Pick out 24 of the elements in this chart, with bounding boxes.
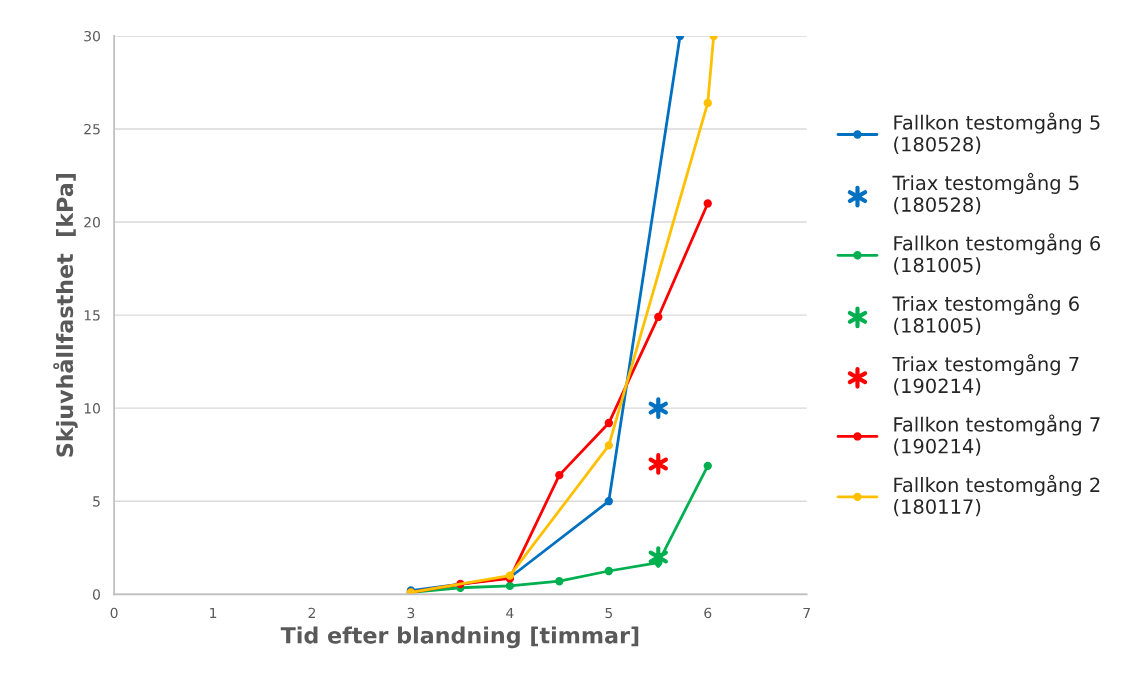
y-tick-label: 0 [92, 589, 100, 600]
legend-label: Fallkon testomgång 2 (180117) [894, 474, 1100, 517]
legend-label: Fallkon testomgång 5 (180528) [894, 112, 1100, 154]
y-tick-label: 15 [84, 310, 100, 321]
legend-label: Triax testomgång 5 (180528) [892, 172, 1079, 215]
legend-label: Fallkon testomgång 6 (181005) [894, 233, 1100, 275]
x-tick-label: 0 [110, 607, 118, 619]
legend-label: Fallkon testomgång 7 (190214) [894, 414, 1100, 456]
y-tick-label: 10 [84, 403, 100, 414]
legend-label: Triax testomgång 6 (181005) [892, 293, 1079, 336]
y-tick-label: 5 [93, 496, 100, 507]
x-axis-title: Tid efter blandning [timmar] [280, 626, 639, 649]
x-tick-label: 7 [803, 607, 810, 619]
x-tick-label: 1 [210, 607, 217, 619]
y-tick-label: 30 [84, 30, 100, 42]
x-tick-label: 5 [605, 607, 613, 619]
x-tick-label: 3 [407, 607, 415, 619]
y-axis-title: Skjuvhållfasthet [kPa] [53, 173, 78, 457]
y-tick-label: 25 [84, 123, 100, 135]
legend-label: Triax testomgång 7 (190214) [892, 354, 1079, 396]
x-tick-label: 4 [506, 607, 514, 619]
x-tick-label: 2 [308, 607, 316, 619]
x-tick-label: 6 [704, 607, 712, 619]
y-tick-label: 20 [84, 217, 100, 228]
